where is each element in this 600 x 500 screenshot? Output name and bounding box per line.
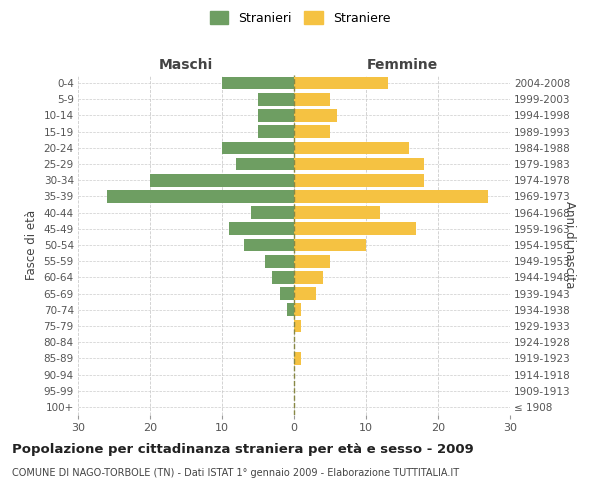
Bar (294, 158, 424, 170)
Y-axis label: Anni di nascita: Anni di nascita (563, 202, 577, 288)
Bar (294, 174, 424, 186)
Bar (294, 77, 388, 90)
Bar (258, 93, 294, 106)
Bar (294, 304, 301, 316)
Bar (229, 222, 294, 235)
Bar (265, 255, 294, 268)
Bar (294, 190, 488, 202)
Text: Maschi: Maschi (159, 58, 213, 72)
Bar (294, 109, 337, 122)
Bar (294, 271, 323, 283)
Bar (294, 352, 301, 364)
Text: Popolazione per cittadinanza straniera per età e sesso - 2009: Popolazione per cittadinanza straniera p… (12, 442, 474, 456)
Bar (251, 206, 294, 219)
Y-axis label: Fasce di età: Fasce di età (25, 210, 38, 280)
Bar (294, 126, 330, 138)
Bar (272, 271, 294, 283)
Bar (222, 77, 294, 90)
Bar (150, 174, 294, 186)
Bar (294, 206, 380, 219)
Bar (222, 142, 294, 154)
Bar (294, 238, 366, 252)
Bar (294, 320, 301, 332)
Text: COMUNE DI NAGO-TORBOLE (TN) - Dati ISTAT 1° gennaio 2009 - Elaborazione TUTTITAL: COMUNE DI NAGO-TORBOLE (TN) - Dati ISTAT… (12, 468, 459, 477)
Legend: Stranieri, Straniere: Stranieri, Straniere (209, 11, 391, 25)
Bar (294, 222, 416, 235)
Bar (236, 158, 294, 170)
Bar (280, 288, 294, 300)
Bar (294, 93, 330, 106)
Bar (294, 142, 409, 154)
Bar (107, 190, 294, 202)
Text: Femmine: Femmine (367, 58, 437, 72)
Bar (287, 304, 294, 316)
Bar (294, 288, 316, 300)
Bar (258, 109, 294, 122)
Bar (258, 126, 294, 138)
Bar (294, 255, 330, 268)
Bar (244, 238, 294, 252)
